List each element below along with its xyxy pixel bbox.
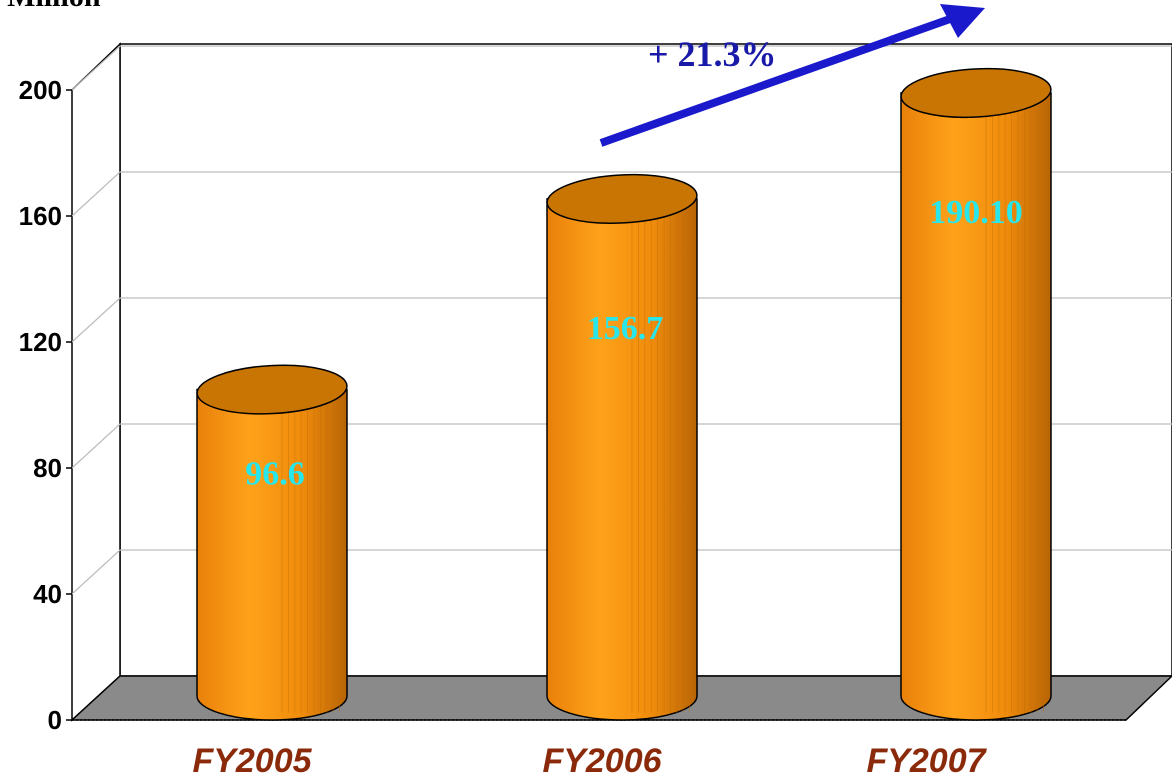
- x-tick-label: FY2005: [192, 742, 312, 780]
- data-label: 190.10: [929, 194, 1023, 231]
- growth-annotation: + 21.3%: [648, 34, 777, 74]
- bar-body: [900, 92, 1052, 721]
- y-tick-label: 120: [19, 327, 62, 357]
- data-label: 96.6: [245, 456, 305, 493]
- growth-arrow-head: [940, 4, 985, 38]
- side-gridline: [71, 45, 121, 91]
- side-gridline: [71, 297, 121, 343]
- y-tick-label: 40: [33, 579, 62, 609]
- bar-body: [196, 388, 348, 721]
- bar-top: [196, 364, 348, 415]
- bar-fy2007: [900, 67, 1052, 721]
- data-label: 156.7: [587, 310, 664, 347]
- y-tick-label: 200: [19, 75, 62, 105]
- bar-body: [546, 198, 698, 721]
- bar-top: [900, 67, 1052, 119]
- x-tick-label: FY2006: [542, 742, 662, 780]
- y-tick-label: 0: [48, 705, 62, 735]
- side-gridline: [71, 171, 121, 217]
- unit-label: D Million: [0, 0, 101, 13]
- plot-side-wall: [71, 42, 121, 722]
- bar-fy2006: [546, 173, 698, 721]
- side-gridline: [71, 423, 121, 469]
- side-gridline: [71, 549, 121, 595]
- x-tick-label: FY2007: [866, 742, 987, 780]
- y-tick-label: 80: [33, 453, 62, 483]
- bar-fy2005: [196, 364, 348, 721]
- bar-top: [546, 173, 698, 224]
- growth-arrow: [599, 15, 952, 147]
- y-tick-label: 160: [19, 201, 62, 231]
